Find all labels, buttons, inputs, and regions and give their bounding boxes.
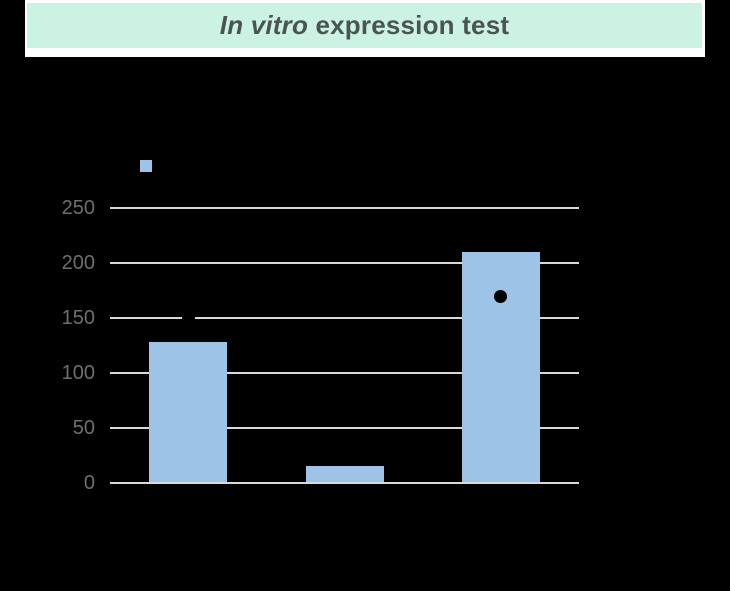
data-point: [181, 311, 195, 325]
y-axis-tick-label: 50: [72, 417, 95, 439]
y-axis-tick-label: 100: [61, 362, 95, 384]
y-axis-tick-label: 0: [83, 472, 95, 494]
y-axis-tick-label: 150: [61, 307, 95, 329]
title-banner: In vitro expression test: [27, 3, 702, 48]
y-axis-tick-label: 250: [61, 197, 95, 219]
gridline: [110, 317, 579, 319]
legend-swatch: [140, 160, 152, 172]
page-title-italic-part: In vitro: [219, 10, 309, 40]
gridline: [110, 262, 579, 264]
gridline: [110, 427, 579, 429]
gridline: [110, 372, 579, 374]
bar: [305, 466, 384, 483]
data-point: [494, 289, 508, 303]
x-axis-line-overlay: [110, 482, 579, 484]
bar: [461, 252, 540, 483]
page-title-regular-part: expression test: [308, 10, 510, 40]
gridline: [110, 207, 579, 209]
bar: [149, 342, 228, 483]
y-axis-tick-label: 200: [61, 252, 95, 274]
title-banner-frame: In vitro expression test: [25, 0, 705, 57]
